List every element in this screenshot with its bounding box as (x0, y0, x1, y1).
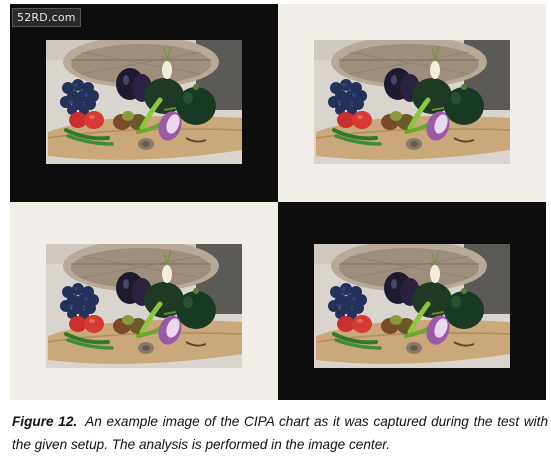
vegetables-photo (46, 244, 242, 368)
figure-label: Figure 12. (12, 414, 78, 429)
cipa-test-figure: 52RD.com (10, 4, 546, 400)
quadrant-top-right-light (278, 4, 546, 202)
quadrant-bottom-left-light (10, 202, 278, 400)
watermark: 52RD.com (12, 8, 81, 27)
vegetables-photo (314, 40, 510, 164)
quadrant-top-left-dark (10, 4, 278, 202)
vegetables-photo (46, 40, 242, 164)
caption-text: An example image of the CIPA chart as it… (12, 414, 549, 452)
quadrant-bottom-right-dark (278, 202, 546, 400)
vegetables-photo (314, 244, 510, 368)
figure-caption: Figure 12. An example image of the CIPA c… (12, 410, 548, 456)
